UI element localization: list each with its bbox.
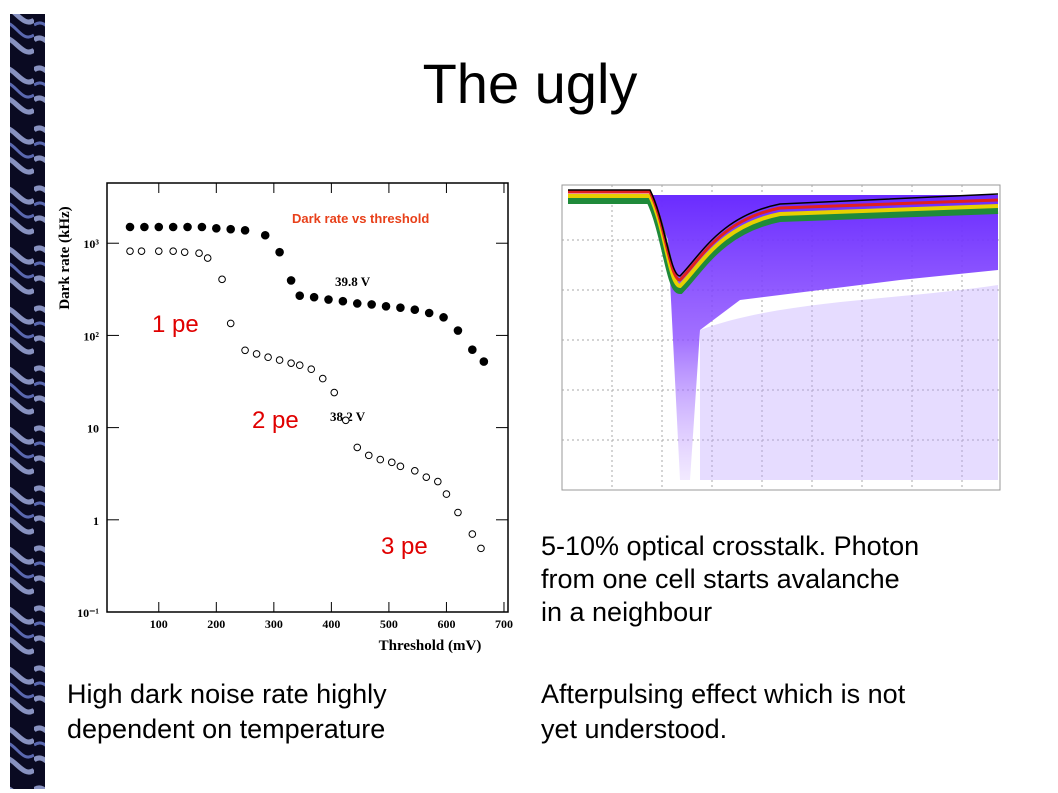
- body-text: dependent on temperature: [67, 714, 385, 744]
- y-tick-label: 10²: [83, 329, 99, 343]
- data-point: [286, 276, 296, 285]
- x-tick-label: 400: [322, 617, 340, 631]
- data-point: [341, 416, 350, 425]
- data-point: [387, 458, 396, 467]
- data-point: [154, 247, 163, 255]
- data-point: [353, 443, 362, 452]
- data-point: [226, 319, 235, 328]
- data-point: [264, 353, 272, 362]
- data-point: [424, 308, 434, 318]
- data-point: [367, 300, 376, 309]
- data-point: [330, 388, 339, 397]
- data-point: [154, 222, 164, 232]
- y-tick-label: 10: [87, 422, 99, 436]
- y-tick-label: 10³: [83, 237, 99, 251]
- data-point: [183, 222, 192, 232]
- plot-frame: [106, 182, 509, 613]
- data-point: [275, 247, 284, 257]
- data-point: [434, 477, 442, 486]
- data-point: [140, 222, 149, 232]
- x-tick-label: 100: [150, 617, 168, 631]
- data-point: [410, 467, 419, 475]
- data-point: [468, 345, 477, 354]
- annotation: 2 pe: [252, 407, 299, 434]
- data-point: [381, 301, 391, 311]
- series-label: 38.2 V: [330, 409, 366, 424]
- data-point: [376, 455, 385, 464]
- data-point: [422, 473, 431, 481]
- data-point: [352, 299, 362, 308]
- data-point: [241, 346, 249, 355]
- data-point: [468, 530, 477, 538]
- data-point: [195, 249, 203, 257]
- side-strip: [10, 14, 45, 789]
- data-point: [260, 230, 270, 240]
- y-tick-label: 10⁻¹: [77, 606, 99, 620]
- data-point: [307, 365, 316, 374]
- data-point: [479, 357, 489, 366]
- body-text: Afterpulsing effect which is not: [541, 679, 906, 709]
- data-point: [338, 296, 348, 306]
- x-tick-label: 600: [437, 617, 455, 631]
- data-point: [197, 222, 207, 232]
- data-point: [137, 247, 146, 255]
- data-point: [218, 275, 226, 284]
- body-text: from one cell starts avalanche: [541, 564, 900, 594]
- data-point: [477, 544, 485, 553]
- body-text: yet understood.: [541, 714, 727, 744]
- series-label: 39.8 V: [335, 274, 371, 289]
- y-tick-label: 1: [93, 514, 99, 528]
- body-text: in a neighbour: [541, 597, 712, 627]
- x-tick-label: 300: [265, 617, 283, 631]
- data-point: [275, 356, 284, 364]
- annotation: 1 pe: [152, 311, 199, 338]
- data-point: [318, 374, 327, 383]
- data-point: [212, 224, 221, 233]
- data-point: [125, 222, 135, 232]
- data-point: [442, 490, 451, 498]
- y-axis-label: Dark rate (kHz): [57, 206, 73, 309]
- data-point: [203, 254, 212, 262]
- data-point: [396, 303, 405, 312]
- data-point: [252, 350, 261, 358]
- data-point: [324, 295, 333, 304]
- x-tick-label: 200: [207, 617, 225, 631]
- data-point: [410, 305, 420, 315]
- data-point: [364, 451, 373, 460]
- data-point: [126, 247, 134, 255]
- data-point: [295, 291, 305, 300]
- data-point: [295, 361, 304, 370]
- data-point: [453, 326, 463, 335]
- data-point: [439, 313, 448, 322]
- data-point: [240, 226, 250, 235]
- data-point: [180, 248, 189, 256]
- x-tick-label: 700: [495, 617, 513, 631]
- data-point: [226, 224, 235, 234]
- chart-title: Dark rate vs threshold: [292, 211, 429, 226]
- data-point: [309, 292, 319, 302]
- annotation: 3 pe: [381, 533, 428, 560]
- slide-title: The ugly: [423, 52, 638, 115]
- body-text: High dark noise rate highly: [67, 679, 387, 709]
- scope-image: [561, 184, 1001, 491]
- data-point: [454, 508, 462, 517]
- data-point: [168, 222, 178, 232]
- x-tick-label: 500: [380, 617, 398, 631]
- x-axis-label: Threshold (mV): [379, 638, 482, 654]
- data-point: [169, 247, 177, 255]
- body-text: 5-10% optical crosstalk. Photon: [541, 531, 919, 561]
- data-point: [287, 359, 295, 367]
- data-point: [396, 462, 405, 471]
